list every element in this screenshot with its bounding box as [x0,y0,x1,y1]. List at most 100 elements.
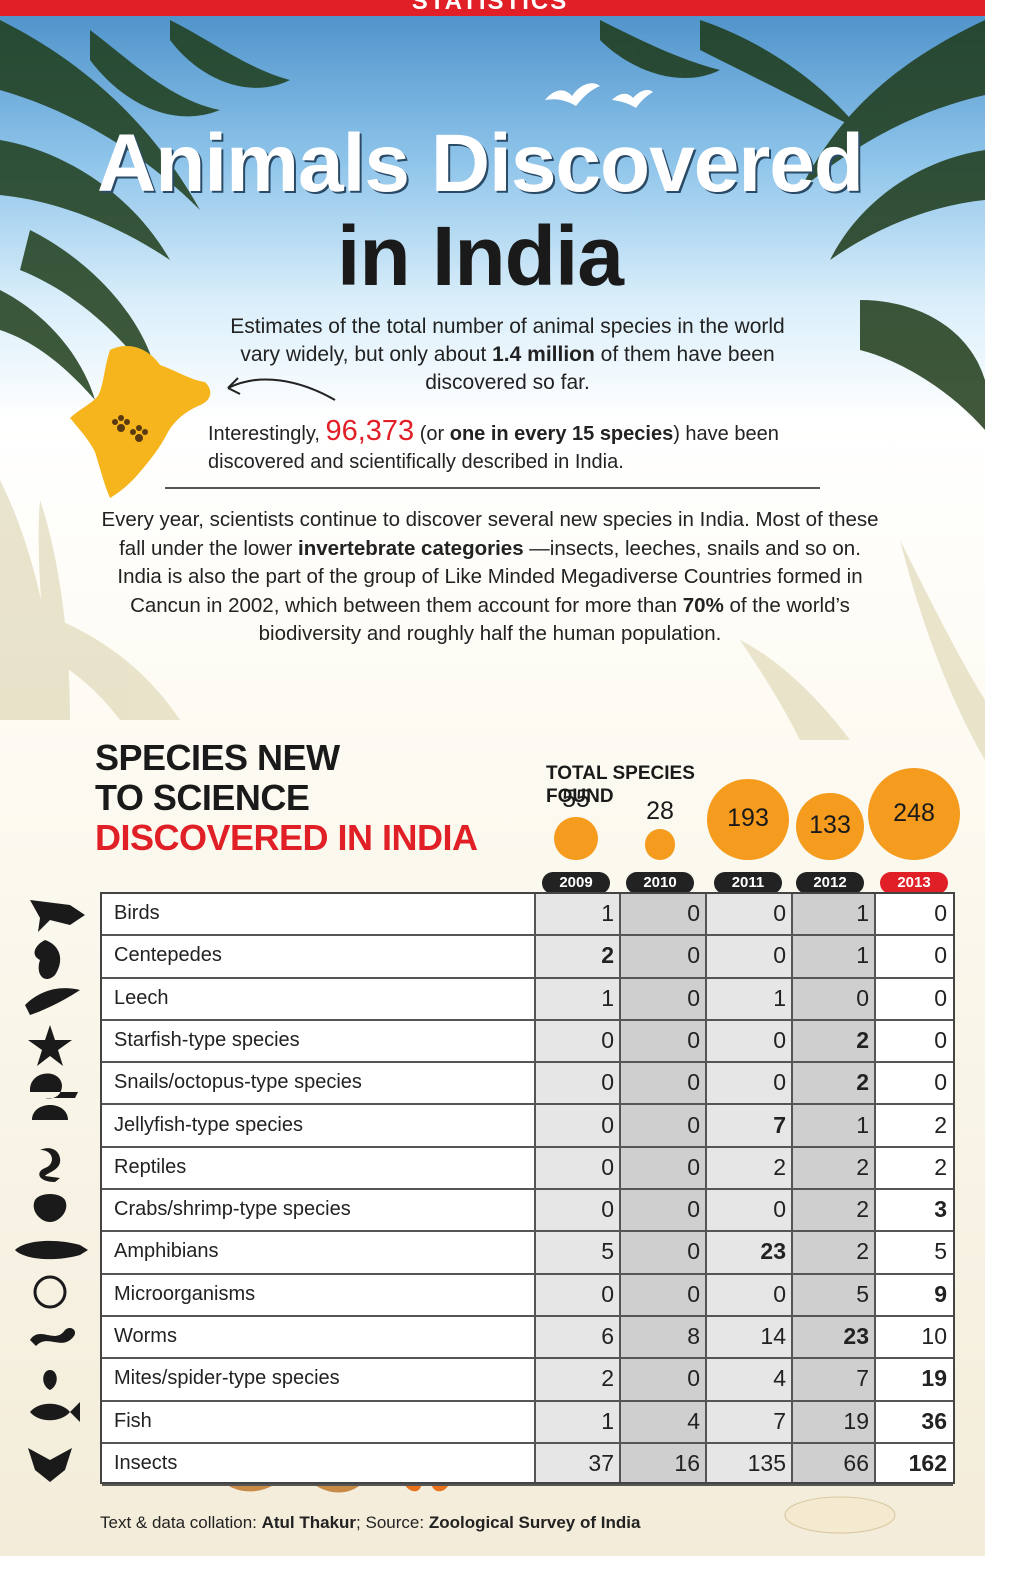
column-shade-2009 [535,894,620,1482]
value-cell-2013: 0 [934,942,947,969]
value-cell-2010: 0 [687,942,700,969]
value-cell-2011: 7 [773,1111,786,1138]
intro-paragraph-2: Interestingly, 96,373 (or one in every 1… [208,417,798,476]
value-cell-2009: 0 [601,1026,614,1053]
value-cell-2009: 5 [601,1238,614,1265]
value-cell-2009: 1 [601,1407,614,1434]
species-table: Birds 1 0 0 1 0 Centepedes 2 0 0 1 0 Leech 1 0 1 0 0 Starf… [100,892,955,1487]
microorganism-icon [33,1275,67,1309]
value-cell-2013: 0 [934,900,947,926]
value-cell-2012: 23 [843,1323,869,1349]
year-header-2013: 2013 [880,872,948,894]
value-cell-2012: 19 [843,1407,869,1434]
footer-text-c: ; Source: [356,1513,429,1532]
animal-silhouette-icons [15,900,88,1482]
value-cell-2009: 0 [601,1196,614,1223]
value-cell-2013: 9 [934,1280,947,1307]
intro-2-text-b: (or [414,423,450,445]
value-cell-2013: 2 [934,1111,947,1138]
title-line-1: Animals Discovered [97,118,864,209]
column-divider [791,894,793,1482]
value-cell-2010: 16 [674,1449,700,1476]
total-value-2012: 133 [809,811,851,840]
total-value-2011: 193 [727,804,769,833]
value-cell-2012: 2 [856,1153,869,1180]
intro-3-bold-1: invertebrate categories [298,536,524,560]
section-title: SPECIES NEW TO SCIENCE DISCOVERED IN IND… [95,738,515,858]
intro-2-bold: one in every 15 species [449,423,674,445]
value-cell-2010: 0 [687,1111,700,1138]
table-row: Leech 1 0 1 0 0 [102,979,953,1021]
category-label: Reptiles [114,1155,187,1178]
divider [165,487,820,489]
table-row: Amphibians 5 0 23 2 5 [102,1232,953,1275]
value-cell-2009: 1 [601,900,614,926]
table-row: Microorganisms 0 0 0 5 9 [102,1275,953,1317]
column-divider [619,894,621,1482]
intro-1-text-b: of them have been discovered so far. [425,343,775,394]
table-row: Starfish-type species 0 0 0 2 0 [102,1021,953,1064]
value-cell-2011: 135 [747,1449,786,1476]
footer-author: Atul Thakur [261,1513,357,1532]
value-cell-2011: 0 [773,1280,786,1307]
value-cell-2012: 7 [856,1365,869,1392]
footer-text-a: Text & data collation: [100,1513,262,1532]
crab-icon [28,1194,72,1222]
category-label: Centepedes [114,944,222,967]
value-cell-2011: 0 [773,942,786,969]
value-cell-2012: 1 [856,942,869,969]
year-header-2009: 2009 [542,872,610,894]
value-cell-2012: 2 [856,1026,869,1053]
category-label: Crabs/shrimp-type species [114,1198,351,1221]
value-cell-2012: 1 [856,900,869,926]
value-cell-2011: 0 [773,1069,786,1096]
value-cell-2009: 0 [601,1280,614,1307]
intro-3-text-b: —insects, leeches, snails and so on. Ind… [117,536,863,617]
column-shade-2010 [620,894,706,1482]
top-banner: STATISTICS [0,0,985,16]
source-footer: Text & data collation: Atul Thakur; Sour… [100,1513,640,1533]
category-label: Leech [114,986,169,1009]
value-cell-2010: 0 [687,1196,700,1223]
total-bubble-2012 [796,792,864,860]
intro-2-text-a: Interestingly, [208,423,326,445]
value-cell-2011: 2 [773,1153,786,1180]
total-bubble-2013 [868,768,960,860]
intro-paragraph-1: Estimates of the total number of animal … [215,313,800,397]
leech-icon [25,988,80,1015]
value-cell-2012: 1 [856,1111,869,1138]
starfish-icon [28,1025,72,1066]
year-header-2012: 2012 [796,872,864,894]
banner-label: STATISTICS [340,0,640,12]
section-title-line-2: TO SCIENCE [95,777,310,818]
category-label: Birds [114,902,160,924]
value-cell-2010: 0 [687,1365,700,1392]
value-cell-2010: 0 [687,900,700,926]
worm-icon [30,1327,76,1346]
crocodile-icon [15,1240,88,1260]
value-cell-2012: 2 [856,1238,869,1265]
jellyfish-icon [32,1105,68,1145]
value-cell-2011: 23 [760,1238,786,1265]
value-cell-2009: 1 [601,984,614,1011]
value-cell-2010: 0 [687,984,700,1011]
value-cell-2013: 36 [921,1407,947,1434]
value-cell-2011: 7 [773,1407,786,1434]
column-shade-2013 [875,894,953,1482]
value-cell-2013: 5 [934,1238,947,1265]
category-label: Insects [114,1451,178,1474]
value-cell-2011: 1 [773,984,786,1011]
category-label: Microorganisms [114,1282,256,1305]
category-label: Fish [114,1409,152,1432]
value-cell-2010: 0 [687,1026,700,1053]
value-cell-2011: 4 [773,1365,786,1392]
table-row: Centepedes 2 0 0 1 0 [102,936,953,979]
value-cell-2013: 3 [934,1196,947,1223]
table-row: Fish 1 4 7 19 36 [102,1402,953,1444]
value-cell-2010: 8 [687,1323,700,1349]
table-row: Mites/spider-type species 2 0 4 7 19 [102,1359,953,1402]
section-title-line-3: DISCOVERED IN INDIA [95,817,478,858]
category-label: Jellyfish-type species [114,1113,303,1136]
column-shade-2012 [792,894,875,1482]
category-label: Worms [114,1325,177,1347]
